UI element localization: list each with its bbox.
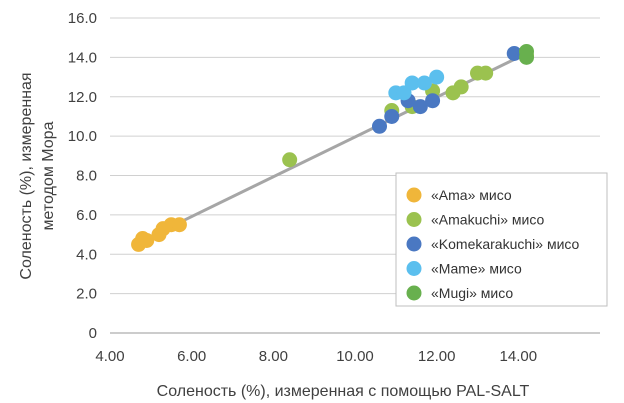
y-tick-label: 16.0 <box>68 10 97 27</box>
data-point <box>384 108 400 124</box>
x-tick-label: 12.00 <box>418 348 456 365</box>
y-tick-label: 2.0 <box>76 286 97 303</box>
y-tick-label: 6.0 <box>76 207 97 224</box>
data-point <box>404 75 420 91</box>
y-tick-label: 10.0 <box>68 128 97 145</box>
data-point <box>429 69 445 85</box>
y-axis-title-line2: методом Мора <box>40 121 57 230</box>
legend-label: «Komekarakuchi» мисо <box>431 236 580 252</box>
legend-label: «Mugi» мисо <box>431 285 513 301</box>
legend-marker <box>406 285 422 301</box>
legend-marker <box>406 212 422 227</box>
y-tick-label: 8.0 <box>76 168 97 185</box>
data-points <box>131 43 534 252</box>
y-axis-title-line1: Соленость (%), измеренная <box>18 72 35 279</box>
legend-label: «Mame» мисо <box>431 261 522 277</box>
legend-box <box>395 172 608 307</box>
y-tick-label: 4.0 <box>76 246 97 263</box>
legend-marker <box>406 261 422 276</box>
data-point <box>139 232 155 248</box>
data-point <box>478 65 494 81</box>
y-tick-label: 0 <box>89 325 97 342</box>
x-axis-title: Соленость (%), измеренная с помощью PAL-… <box>157 383 530 400</box>
legend-label: «Amakuchi» мисо <box>431 212 545 228</box>
x-tick-label: 8.00 <box>259 348 288 365</box>
data-point <box>506 45 522 61</box>
y-tick-label: 14.0 <box>68 49 97 66</box>
data-point <box>425 93 441 109</box>
legend: «Ama» мисо «Amakuchi» мисо «Komekarakuchi»… <box>395 172 608 307</box>
data-point <box>519 49 534 65</box>
data-point <box>416 75 432 91</box>
legend-label: «Ama» мисо <box>431 187 512 203</box>
y-tick-label: 12.0 <box>68 89 97 106</box>
x-tick-label: 10.00 <box>336 348 374 365</box>
legend-marker <box>406 236 422 252</box>
data-point <box>396 85 412 101</box>
x-tick-label: 4.00 <box>95 348 124 365</box>
x-tick-label: 14.00 <box>500 348 538 365</box>
data-point <box>372 118 387 134</box>
data-point <box>412 99 428 115</box>
legend-marker <box>406 187 422 203</box>
x-tick-labels: 4.00 6.00 8.00 10.00 12.00 14.00 <box>95 348 537 365</box>
data-point <box>171 217 187 233</box>
data-point <box>453 79 469 95</box>
data-point <box>282 152 298 168</box>
x-tick-label: 6.00 <box>177 348 206 365</box>
y-tick-labels: 0 2.0 4.0 6.0 8.0 10.0 12.0 14.0 16.0 <box>68 10 97 342</box>
